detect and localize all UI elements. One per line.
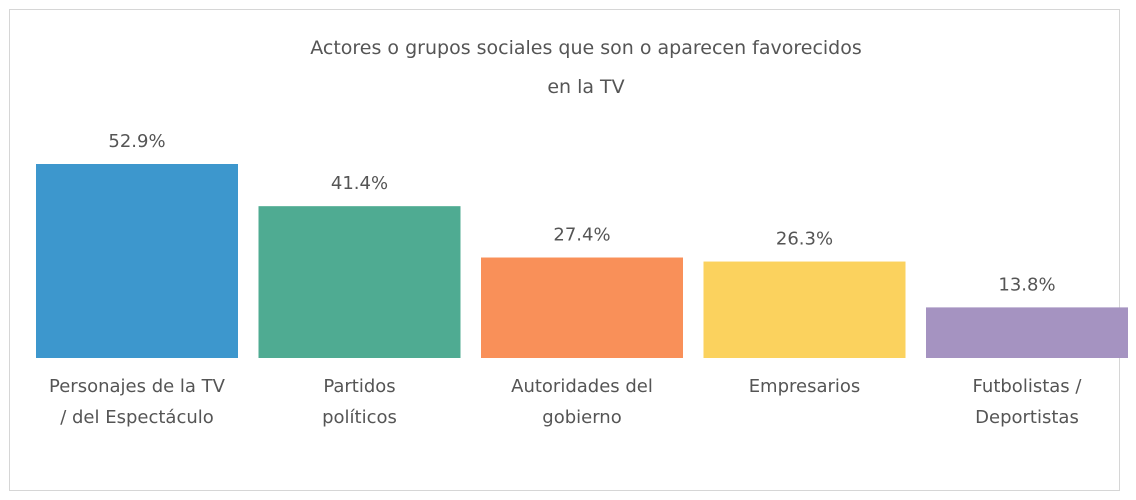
category-label-1-line-2: / del Espectáculo <box>60 407 214 428</box>
category-label-4-line-1: Empresarios <box>749 376 861 397</box>
category-labels-group: Personajes de la TV / del Espectáculo Part… <box>49 376 1082 428</box>
bars-group <box>36 164 1128 358</box>
chart-title-line-2: en la TV <box>547 76 624 98</box>
bar-1 <box>36 164 238 358</box>
value-label-5: 13.8% <box>998 274 1055 295</box>
category-label-2-line-2: políticos <box>322 407 397 428</box>
value-label-1: 52.9% <box>108 131 165 152</box>
bar-3 <box>481 257 683 358</box>
bar-2 <box>258 206 461 358</box>
bar-4 <box>703 261 906 358</box>
value-label-3: 27.4% <box>553 225 610 246</box>
category-label-3-line-1: Autoridades del <box>511 376 653 397</box>
category-label-2-line-1: Partidos <box>323 376 395 397</box>
category-label-3-line-2: gobierno <box>542 407 621 428</box>
chart-title-line-1: Actores o grupos sociales que son o apar… <box>310 37 862 59</box>
value-label-4: 26.3% <box>776 229 833 250</box>
category-label-5-line-2: Deportistas <box>975 407 1079 428</box>
category-label-5-line-1: Futbolistas / <box>973 376 1083 397</box>
category-label-1-line-1: Personajes de la TV <box>49 376 226 397</box>
value-labels-group: 52.9% 41.4% 27.4% 26.3% 13.8% <box>108 131 1055 295</box>
bar-5 <box>926 307 1128 358</box>
value-label-2: 41.4% <box>331 173 388 194</box>
